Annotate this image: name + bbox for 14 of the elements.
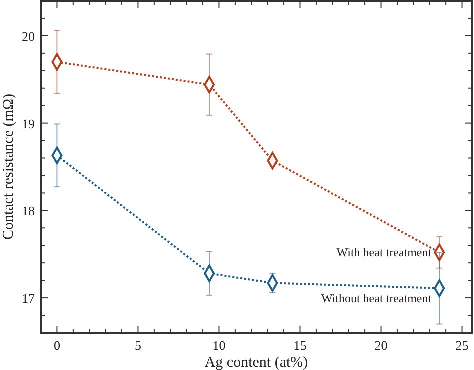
series-label: With heat treatment <box>336 246 432 260</box>
x-tick-label: 0 <box>54 338 60 353</box>
x-tick-label: 25 <box>456 338 469 353</box>
y-tick-label: 17 <box>22 291 36 306</box>
y-tick-label: 19 <box>22 116 35 132</box>
x-tick-label: 10 <box>212 338 226 353</box>
x-tick-label: 5 <box>134 338 142 353</box>
series-label: Without heat treatment <box>321 291 432 306</box>
x-tick-label: 15 <box>294 338 307 353</box>
x-tick-label: 20 <box>374 338 388 353</box>
y-tick-label: 20 <box>22 28 35 44</box>
y-tick-label: 18 <box>22 204 35 219</box>
x-axis-title: Ag content (at%) <box>204 355 308 370</box>
y-axis-title: Contact resistance (mΩ) <box>1 94 17 240</box>
